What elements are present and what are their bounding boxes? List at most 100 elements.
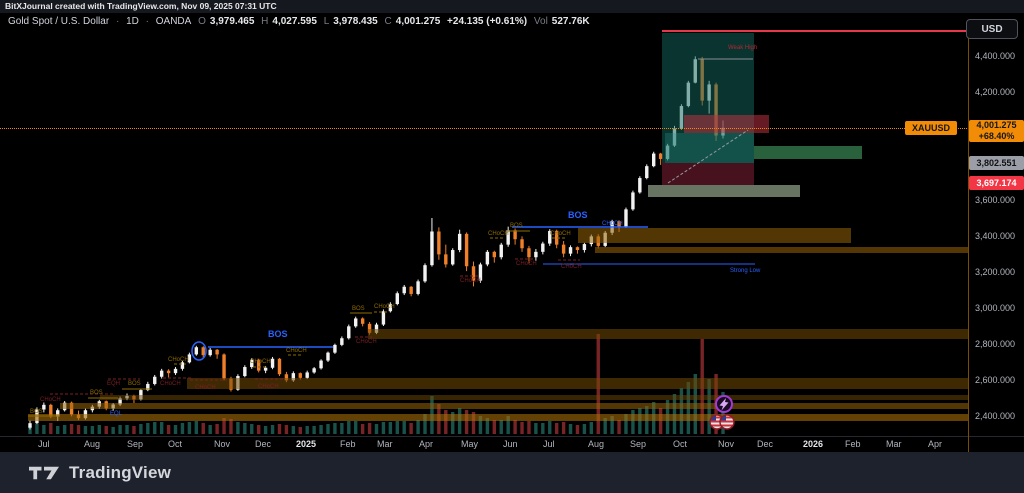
volume-bar <box>395 421 399 434</box>
volume-bar <box>534 423 538 434</box>
volume-bar <box>527 421 531 434</box>
candle-body <box>631 192 635 210</box>
time-axis[interactable]: Jul Aug Sep Oct Nov Dec 2025 Feb Mar Apr May Jun Jul… <box>0 437 1024 452</box>
symbol-info-bar: Gold Spot / U.S. Dollar · 1D · OANDA O 3,… <box>8 14 594 29</box>
candle-body <box>173 368 178 374</box>
candle-body <box>381 311 386 325</box>
time-tick: May <box>461 439 479 449</box>
volume-bar <box>97 425 101 434</box>
candle-body <box>354 318 358 327</box>
volume-bar <box>409 423 413 434</box>
price-axis[interactable]: 4,400.000 4,200.000 3,600.000 3,400.000 3,20… <box>969 28 1024 436</box>
candle-body <box>582 244 587 251</box>
candle-body <box>388 304 393 312</box>
separator: · <box>145 16 149 27</box>
time-tick: Feb <box>340 439 356 449</box>
volume-bar <box>679 388 684 434</box>
candle-body <box>451 250 455 265</box>
candle-body <box>333 344 337 353</box>
volume-bar <box>291 426 296 434</box>
volume-bar <box>582 424 587 434</box>
volume-bar <box>333 423 337 434</box>
time-tick: Oct <box>168 439 183 449</box>
volume-bar <box>201 423 205 434</box>
volume-bar <box>499 420 503 434</box>
volume-bar <box>326 424 330 434</box>
circle-drawing[interactable] <box>191 341 207 361</box>
volume-bar <box>347 421 351 434</box>
candle-body <box>513 230 517 240</box>
candle-body <box>298 373 302 378</box>
time-tick: Aug <box>588 439 605 449</box>
time-tick: Jul <box>38 439 50 449</box>
volume-bar <box>520 422 524 434</box>
current-price-line <box>0 128 969 129</box>
candle-body <box>118 398 122 405</box>
lightning-icon[interactable] <box>715 395 733 413</box>
candle-body <box>492 251 497 258</box>
candle-body <box>277 358 282 375</box>
volume-bar <box>229 419 233 434</box>
time-tick: Oct <box>673 439 688 449</box>
candle-body <box>506 230 510 245</box>
volume-bar <box>298 427 302 434</box>
candle-body <box>340 338 344 345</box>
tradingview-brand-text[interactable]: TradingView <box>69 462 172 482</box>
volume-bar <box>471 412 476 434</box>
time-tick: Mar <box>377 439 393 449</box>
candle-body <box>215 349 219 355</box>
currency-toggle-button[interactable]: USD <box>966 19 1018 39</box>
candle-body <box>263 367 268 371</box>
candle-body <box>444 254 448 265</box>
time-tick: Apr <box>928 439 943 449</box>
candle-body <box>201 347 205 356</box>
volume-bar <box>132 426 136 434</box>
candle-body <box>617 221 621 227</box>
candle-body <box>423 265 427 282</box>
volume-bar <box>277 424 282 434</box>
volume-bar <box>180 423 185 434</box>
time-tick: Feb <box>845 439 861 449</box>
volume-bar <box>104 426 108 434</box>
interval-label[interactable]: 1D <box>126 16 139 27</box>
symbol-price-tag: XAUUSD <box>905 121 957 135</box>
volume-bar <box>243 423 247 434</box>
candle-body <box>28 423 32 428</box>
us-flags-icon[interactable] <box>709 414 735 430</box>
candle-body <box>430 231 434 266</box>
volume-value: 527.76K <box>551 16 590 27</box>
candle-body <box>624 209 628 227</box>
candle-body <box>527 248 531 258</box>
volume-bar <box>561 422 566 434</box>
price-tick: 4,400.000 <box>975 51 1016 61</box>
candle-body <box>416 281 420 294</box>
volume-bar <box>624 414 628 434</box>
volume-bar <box>340 423 344 434</box>
candle-body <box>478 264 483 281</box>
volume-bar <box>451 412 455 434</box>
candle-body <box>360 318 365 324</box>
volume-bar <box>35 424 39 434</box>
price-badge-level-red: 3,697.174 <box>969 176 1024 190</box>
high-value: 4,027.595 <box>272 16 317 27</box>
candle-body <box>187 354 192 363</box>
candle-body <box>146 383 150 391</box>
candle-body <box>520 239 524 249</box>
tradingview-logo-icon[interactable] <box>27 463 61 483</box>
candle-body <box>139 390 143 400</box>
symbol-title[interactable]: Gold Spot / U.S. Dollar <box>8 16 110 27</box>
volume-bar <box>548 421 552 434</box>
volume-bar <box>83 426 88 434</box>
volume-bar <box>194 421 199 434</box>
volume-bar <box>402 421 406 434</box>
volume-bar <box>610 416 614 434</box>
volume-bar <box>270 425 275 434</box>
volume-bar <box>485 418 490 434</box>
volume-bar <box>464 410 469 434</box>
volume-bar <box>457 408 462 434</box>
candle-body <box>312 368 316 373</box>
change-value: +24.135 (+0.61%) <box>447 16 528 27</box>
candle-body <box>56 410 60 417</box>
volume-bar <box>589 422 594 434</box>
candle-body <box>256 359 261 371</box>
